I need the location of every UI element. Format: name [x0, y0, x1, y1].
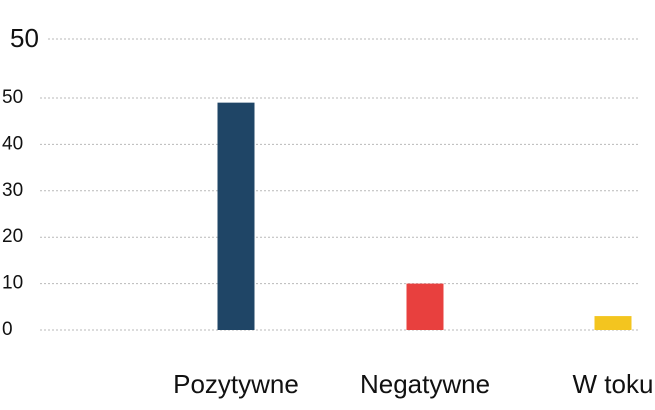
y-tick-label-40: 40 — [2, 133, 23, 154]
bar-negatywne — [406, 283, 444, 330]
y-tick-label-10: 10 — [2, 273, 23, 294]
category-label-w-toku: W toku — [573, 369, 654, 399]
bar-pozytywne — [217, 102, 255, 330]
category-label-pozytywne: Pozytywne — [173, 369, 299, 399]
y-tick-label-30: 30 — [2, 180, 23, 201]
grid-lines — [40, 97, 640, 331]
y-tick-label-50: 50 — [2, 87, 23, 108]
y-tick-label-20: 20 — [2, 226, 23, 247]
y-tick-label-0: 0 — [2, 319, 13, 340]
y-axis-ticks: 0 10 20 30 40 50 — [2, 87, 23, 340]
top-tick-label: 50 — [10, 23, 39, 53]
category-labels: Pozytywne Negatywne W toku — [173, 369, 653, 399]
bar-w-toku — [594, 316, 632, 330]
category-label-negatywne: Negatywne — [360, 369, 490, 399]
bars — [217, 102, 632, 330]
